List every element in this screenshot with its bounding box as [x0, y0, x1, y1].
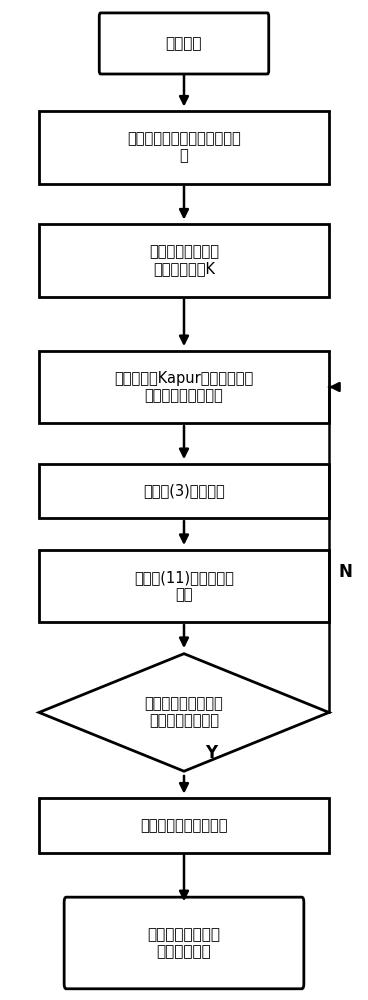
- Text: 以最佳阈値对图像
进行阈値分割: 以最佳阈値对图像 进行阈値分割: [148, 927, 220, 959]
- Text: 输出最优値、最佳阈値: 输出最优値、最佳阈値: [140, 818, 228, 833]
- FancyBboxPatch shape: [64, 897, 304, 989]
- Text: N: N: [338, 563, 352, 581]
- Text: 判断是否为最优値或
达到最大迭代次数: 判断是否为最优値或 达到最大迭代次数: [145, 696, 223, 729]
- Text: Y: Y: [205, 744, 217, 762]
- Text: 初始化改进的共生生物搜索参
数: 初始化改进的共生生物搜索参 数: [127, 131, 241, 164]
- Bar: [39, 111, 329, 184]
- Bar: [39, 798, 329, 853]
- Bar: [39, 224, 329, 297]
- Bar: [39, 351, 329, 423]
- Bar: [39, 550, 329, 622]
- FancyBboxPatch shape: [99, 13, 269, 74]
- Text: 计算图像的直方图
设置阈値个数K: 计算图像的直方图 设置阈値个数K: [149, 244, 219, 277]
- Text: 利用式(11)向最优目标
移动: 利用式(11)向最优目标 移动: [134, 570, 234, 602]
- Bar: [39, 464, 329, 518]
- Text: 读取图像: 读取图像: [166, 36, 202, 51]
- Polygon shape: [39, 654, 329, 771]
- Text: 计算图像的Kapur熵作为共生生
物搜索算法的食物源: 计算图像的Kapur熵作为共生生 物搜索算法的食物源: [114, 371, 254, 403]
- Text: 利用式(3)进行迭代: 利用式(3)进行迭代: [143, 483, 225, 498]
